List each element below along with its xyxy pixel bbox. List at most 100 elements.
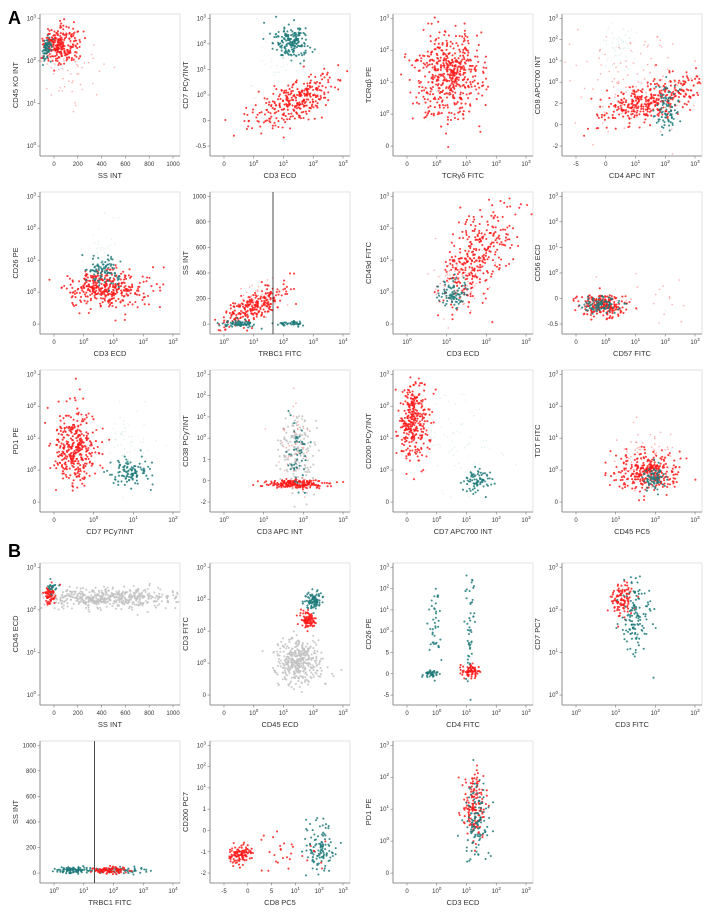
point-cluster-3 <box>611 80 614 83</box>
point-cluster-0 <box>446 106 449 109</box>
point-cluster-0 <box>40 57 43 60</box>
point-cluster-3 <box>274 303 276 305</box>
point-cluster-1 <box>307 98 310 101</box>
point-cluster-0 <box>92 286 95 289</box>
point-cluster-0 <box>439 91 442 94</box>
point-cluster-0 <box>632 110 635 113</box>
point-cluster-0 <box>56 50 60 53</box>
point-cluster-0 <box>69 283 72 286</box>
point-cluster-2 <box>137 452 139 454</box>
point-cluster-1 <box>107 289 111 292</box>
point-cluster-0 <box>65 35 68 39</box>
point-cluster-1 <box>260 111 263 114</box>
point-cluster-0 <box>443 33 446 37</box>
point-cluster-1 <box>452 286 455 289</box>
point-cluster-3 <box>692 85 694 88</box>
point-cluster-0 <box>285 34 288 37</box>
point-cluster-0 <box>253 306 256 309</box>
point-cluster-2 <box>455 278 457 281</box>
point-cluster-1 <box>598 296 601 300</box>
point-cluster-0 <box>453 260 456 263</box>
point-cluster-1 <box>241 323 244 326</box>
point-cluster-2 <box>125 470 127 472</box>
point-cluster-1 <box>422 103 425 105</box>
point-cluster-1 <box>595 310 598 313</box>
tick-label-y1: 102 <box>380 45 390 54</box>
point-cluster-0 <box>296 486 299 489</box>
point-cluster-0 <box>445 270 448 273</box>
point-cluster-2 <box>142 438 145 440</box>
point-cluster-0 <box>113 292 116 295</box>
point-cluster-3 <box>242 298 244 301</box>
point-cluster-0 <box>93 284 96 287</box>
point-cluster-0 <box>67 445 70 448</box>
point-cluster-3 <box>246 300 249 303</box>
point-cluster-0 <box>478 260 481 263</box>
point-cluster-1 <box>662 93 665 96</box>
point-cluster-2 <box>108 263 111 266</box>
point-cluster-0 <box>634 105 637 108</box>
point-cluster-0 <box>263 310 267 313</box>
point-cluster-0 <box>90 443 93 446</box>
point-cluster-0 <box>82 464 85 467</box>
point-cluster-2 <box>112 282 114 285</box>
point-cluster-0 <box>439 66 443 69</box>
point-cluster-0 <box>465 233 468 237</box>
point-cluster-0 <box>260 281 263 284</box>
point-cluster-0 <box>124 313 127 316</box>
tick-label-x0: 100 <box>402 337 412 346</box>
point-cluster-0 <box>69 45 72 48</box>
point-cluster-3 <box>656 114 659 117</box>
point-cluster-1 <box>279 106 282 109</box>
point-cluster-0 <box>276 306 279 309</box>
point-cluster-0 <box>506 238 509 241</box>
point-cluster-3 <box>251 299 253 302</box>
point-cluster-1 <box>121 474 124 477</box>
point-cluster-0 <box>633 116 636 119</box>
point-cluster-0 <box>455 262 458 265</box>
point-cluster-0 <box>65 468 68 471</box>
point-cluster-1 <box>249 322 252 325</box>
point-cluster-2 <box>130 445 132 448</box>
point-cluster-0 <box>122 289 125 292</box>
point-cluster-0 <box>70 431 73 434</box>
tick-label-x1: 100 <box>89 515 99 524</box>
point-cluster-0 <box>60 22 63 25</box>
point-cluster-0 <box>148 276 151 279</box>
point-cluster-0 <box>123 318 126 321</box>
point-cluster-1 <box>672 117 675 121</box>
point-cluster-1 <box>591 298 594 301</box>
point-cluster-0 <box>145 280 148 283</box>
point-cluster-2 <box>662 285 664 287</box>
point-cluster-1 <box>661 133 664 136</box>
point-cluster-0 <box>426 50 429 53</box>
point-cluster-1 <box>287 100 290 103</box>
point-cluster-2 <box>443 318 445 320</box>
tick-label-x0: 0 <box>52 518 56 524</box>
point-cluster-0 <box>530 213 533 216</box>
point-cluster-0 <box>94 451 97 454</box>
point-cluster-0 <box>666 115 669 118</box>
point-cluster-2 <box>289 47 292 50</box>
point-cluster-2 <box>286 323 289 326</box>
point-cluster-0 <box>123 304 126 307</box>
point-cluster-0 <box>460 267 463 270</box>
point-cluster-2 <box>97 243 99 245</box>
point-cluster-1 <box>320 89 323 92</box>
tick-label-y4: 0 <box>386 144 390 150</box>
point-cluster-0 <box>469 257 472 261</box>
point-cluster-1 <box>45 49 48 52</box>
point-cluster-0 <box>71 280 74 283</box>
point-cluster-1 <box>448 92 451 94</box>
point-cluster-2 <box>484 292 487 295</box>
point-cluster-2 <box>117 444 119 447</box>
point-cluster-0 <box>621 306 624 309</box>
point-cluster-1 <box>109 473 112 476</box>
point-cluster-3 <box>629 42 632 45</box>
point-cluster-3 <box>679 81 682 83</box>
point-cluster-0 <box>303 42 306 45</box>
point-cluster-3 <box>646 83 649 85</box>
point-cluster-1 <box>279 468 282 471</box>
point-cluster-1 <box>256 113 259 116</box>
point-cluster-0 <box>59 24 62 27</box>
